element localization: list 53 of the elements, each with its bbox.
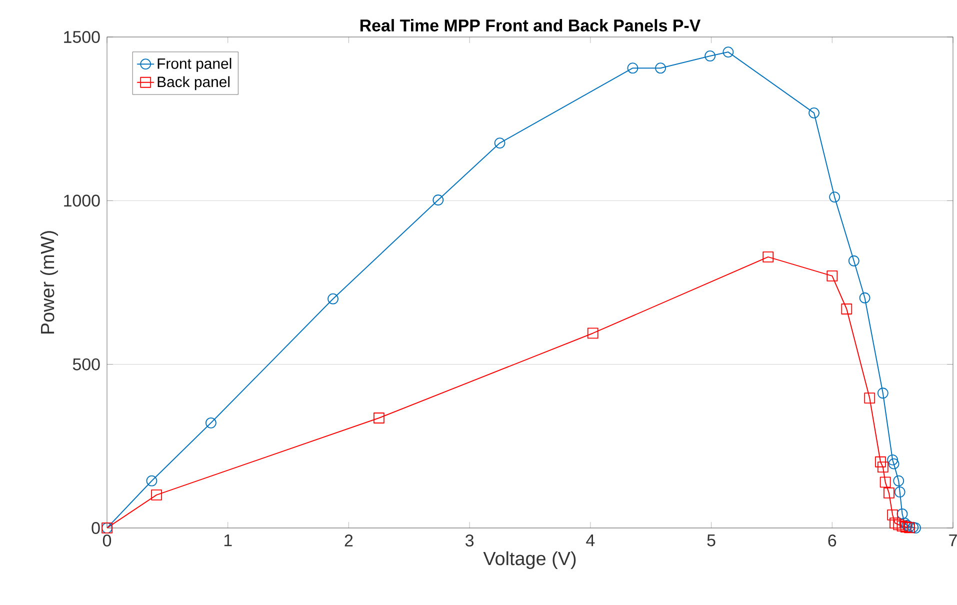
point	[848, 255, 860, 266]
point	[859, 292, 870, 304]
point	[373, 412, 384, 424]
point	[655, 62, 666, 74]
point	[704, 50, 716, 62]
x-tick-label: 3	[466, 534, 474, 547]
point	[151, 489, 162, 500]
point	[877, 462, 888, 473]
point	[762, 252, 774, 262]
point	[899, 518, 910, 529]
point	[205, 417, 216, 428]
point	[829, 192, 840, 203]
y-tick-label: 0	[92, 522, 100, 534]
point	[627, 62, 638, 74]
y-axis-title: Power (mW)	[40, 231, 58, 334]
x-tick-label: 6	[828, 534, 836, 547]
point	[893, 519, 904, 530]
point	[887, 509, 898, 520]
point	[887, 454, 898, 466]
y-tick-label: 1000	[64, 194, 100, 207]
chart-title: Real Time MPP Front and Back Panels P-V	[360, 19, 701, 32]
point	[826, 270, 838, 282]
x-axis-title: Voltage (V)	[483, 551, 576, 569]
point	[841, 304, 852, 314]
legend-label: Back panel	[158, 76, 230, 90]
y-tick-label: 1500	[64, 30, 100, 43]
point	[896, 508, 908, 520]
point	[888, 458, 900, 470]
point	[808, 107, 820, 118]
x-tick-label: 2	[344, 534, 353, 546]
point	[894, 486, 906, 498]
point	[864, 392, 876, 404]
point	[146, 475, 158, 486]
point	[587, 328, 598, 339]
point	[328, 293, 338, 304]
point	[432, 194, 444, 206]
point	[910, 522, 921, 534]
x-tick-label: 4	[586, 534, 595, 546]
point	[890, 518, 900, 529]
point	[875, 456, 886, 468]
x-tick-label: 5	[707, 534, 716, 546]
point	[494, 138, 506, 148]
x-tick-label: 1	[224, 534, 232, 546]
point	[877, 388, 888, 399]
x-tick-label: 0	[102, 534, 112, 547]
y-tick-label: 500	[72, 358, 100, 370]
point	[893, 475, 904, 486]
point	[880, 476, 891, 488]
x-tick-label: 7	[949, 534, 957, 546]
point	[722, 46, 734, 58]
point	[896, 520, 908, 532]
point	[883, 488, 894, 498]
legend-label: Front panel	[158, 58, 232, 72]
